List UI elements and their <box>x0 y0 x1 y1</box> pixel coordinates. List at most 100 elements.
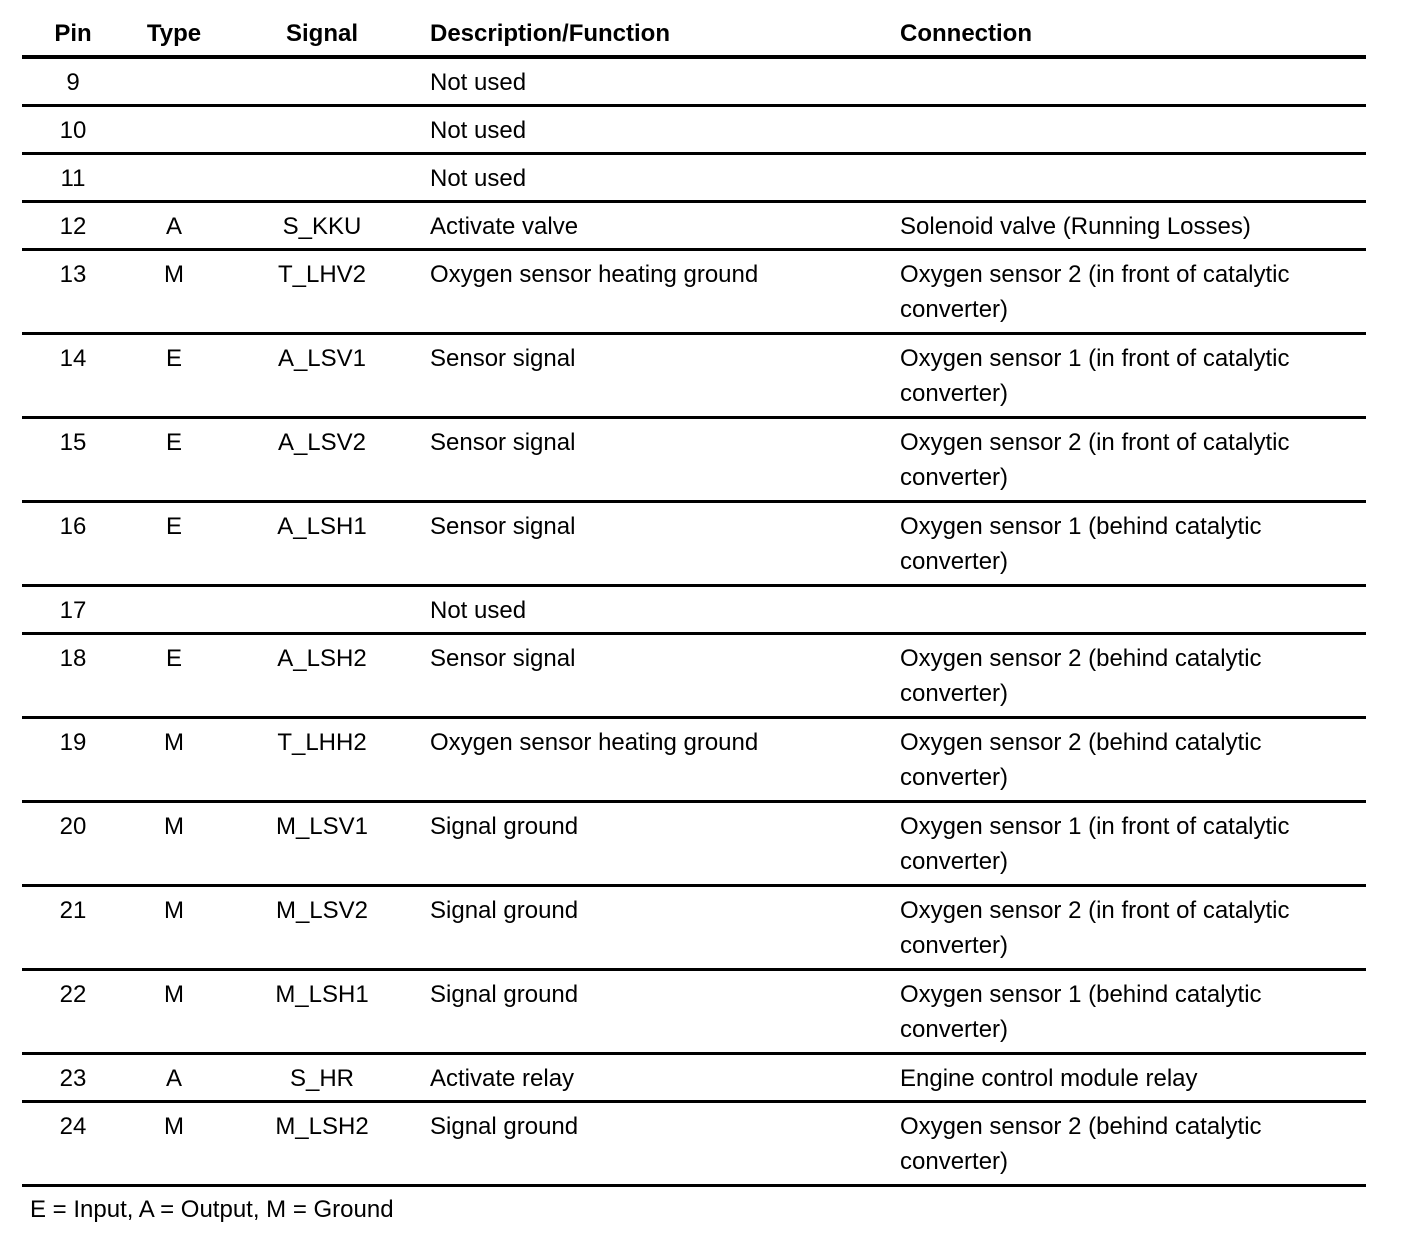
cell-signal: A_LSH2 <box>277 645 367 672</box>
table-row: 9 Not used <box>22 59 1366 107</box>
table-row: 15 E A_LSV2 Sensor signal Oxygen sensor 2 (i… <box>22 419 1366 503</box>
cell-pin: 24 <box>59 1113 87 1140</box>
cell-pin: 17 <box>59 597 87 624</box>
cell-type: E <box>165 345 182 372</box>
cell-signal <box>224 59 420 104</box>
table-header: Pin Type Signal Description/Function Con… <box>22 12 1366 59</box>
cell-connection <box>894 587 1366 632</box>
cell-connection <box>894 155 1366 200</box>
cell-pin: 21 <box>59 897 87 924</box>
cell-description: Sensor signal <box>430 345 576 372</box>
cell-connection: Oxygen sensor 2 (behind catalytic conver… <box>900 1113 1262 1175</box>
cell-signal: M_LSH1 <box>275 981 369 1008</box>
cell-type <box>124 107 224 152</box>
cell-pin: 16 <box>59 513 87 540</box>
cell-description: Oxygen sensor heating ground <box>430 729 759 756</box>
cell-description: Signal ground <box>430 981 579 1008</box>
table-row: 12 A S_KKU Activate valve Solenoid valve (Ru… <box>22 203 1366 251</box>
cell-type <box>124 59 224 104</box>
header-description: Description/Function <box>430 19 670 47</box>
table-row: 18 E A_LSH2 Sensor signal Oxygen sensor 2 (b… <box>22 635 1366 719</box>
cell-signal <box>224 107 420 152</box>
cell-pin: 18 <box>59 645 87 672</box>
cell-signal: S_KKU <box>282 213 362 240</box>
table-row: 20 M M_LSV1 Signal ground Oxygen sensor 1 (i… <box>22 803 1366 887</box>
table-row: 14 E A_LSV1 Sensor signal Oxygen sensor 1 (i… <box>22 335 1366 419</box>
cell-signal: A_LSV2 <box>277 429 367 456</box>
cell-connection: Oxygen sensor 2 (in front of catalytic c… <box>900 261 1290 323</box>
cell-pin: 10 <box>59 117 87 144</box>
cell-description: Sensor signal <box>430 645 576 672</box>
cell-connection: Oxygen sensor 1 (behind catalytic conver… <box>900 981 1262 1043</box>
cell-type: M <box>164 261 184 288</box>
cell-type: M <box>164 897 184 924</box>
cell-signal: M_LSH2 <box>275 1113 369 1140</box>
cell-description: Signal ground <box>430 1113 579 1140</box>
cell-type: E <box>165 429 182 456</box>
cell-description: Activate relay <box>430 1065 575 1092</box>
cell-connection: Oxygen sensor 2 (in front of catalytic c… <box>900 897 1290 959</box>
cell-description: Not used <box>430 117 527 144</box>
cell-pin: 11 <box>60 165 86 192</box>
header-connection: Connection <box>900 19 1032 47</box>
cell-type <box>124 587 224 632</box>
cell-type: M <box>164 1113 184 1140</box>
cell-description: Not used <box>430 597 527 624</box>
cell-signal: T_LHV2 <box>277 261 367 288</box>
cell-connection: Oxygen sensor 2 (behind catalytic conver… <box>900 645 1262 707</box>
cell-pin: 15 <box>59 429 87 456</box>
cell-signal <box>224 155 420 200</box>
cell-type: M <box>164 729 184 756</box>
cell-signal: M_LSV1 <box>275 813 369 840</box>
cell-pin: 23 <box>59 1065 87 1092</box>
table-row: 23 A S_HR Activate relay Engine control modu… <box>22 1055 1366 1103</box>
table-body: 9 Not used 10 Not used 11 Not used 12 A S_KKU Act… <box>22 59 1366 1187</box>
table-row: 22 M M_LSH1 Signal ground Oxygen sensor 1 (b… <box>22 971 1366 1055</box>
cell-signal <box>224 587 420 632</box>
header-signal: Signal <box>285 19 358 47</box>
table-row: 24 M M_LSH2 Signal ground Oxygen sensor 2 (b… <box>22 1103 1366 1187</box>
cell-connection: Oxygen sensor 1 (behind catalytic conver… <box>900 513 1262 575</box>
cell-pin: 19 <box>59 729 87 756</box>
cell-pin: 22 <box>59 981 87 1008</box>
cell-description: Not used <box>430 165 527 192</box>
cell-pin: 13 <box>59 261 87 288</box>
table-row: 13 M T_LHV2 Oxygen sensor heating ground Oxy… <box>22 251 1366 335</box>
cell-connection: Solenoid valve (Running Losses) <box>900 213 1251 240</box>
cell-connection: Oxygen sensor 2 (in front of catalytic c… <box>900 429 1290 491</box>
cell-type: E <box>165 513 182 540</box>
type-legend: E = Input, A = Output, M = Ground <box>30 1196 394 1223</box>
cell-description: Signal ground <box>430 813 579 840</box>
cell-pin: 9 <box>66 69 80 96</box>
cell-type: A <box>165 1065 182 1092</box>
cell-signal: A_LSH1 <box>277 513 367 540</box>
cell-pin: 14 <box>59 345 87 372</box>
cell-connection: Engine control module relay <box>900 1065 1198 1092</box>
table-row: 10 Not used <box>22 107 1366 155</box>
table-row: 17 Not used <box>22 587 1366 635</box>
cell-pin: 20 <box>59 813 87 840</box>
table-row: 16 E A_LSH1 Sensor signal Oxygen sensor 1 (b… <box>22 503 1366 587</box>
cell-description: Sensor signal <box>430 429 576 456</box>
cell-description: Activate valve <box>430 213 579 240</box>
cell-signal: M_LSV2 <box>275 897 369 924</box>
table-row: 19 M T_LHH2 Oxygen sensor heating ground Oxy… <box>22 719 1366 803</box>
cell-type: M <box>164 813 184 840</box>
cell-connection: Oxygen sensor 2 (behind catalytic conver… <box>900 729 1262 791</box>
cell-signal: T_LHH2 <box>277 729 367 756</box>
cell-signal: A_LSV1 <box>277 345 367 372</box>
cell-signal: S_HR <box>289 1065 355 1092</box>
cell-description: Oxygen sensor heating ground <box>430 261 759 288</box>
table-row: 21 M M_LSV2 Signal ground Oxygen sensor 2 (i… <box>22 887 1366 971</box>
cell-description: Signal ground <box>430 897 579 924</box>
cell-type <box>124 155 224 200</box>
cell-connection: Oxygen sensor 1 (in front of catalytic c… <box>900 813 1290 875</box>
cell-type: E <box>165 645 182 672</box>
header-type: Type <box>146 19 202 47</box>
pin-assignment-table: Pin Type Signal Description/Function Con… <box>22 12 1366 1187</box>
cell-connection <box>894 107 1366 152</box>
cell-description: Not used <box>430 69 527 96</box>
cell-description: Sensor signal <box>430 513 576 540</box>
cell-type: A <box>165 213 182 240</box>
table-row: 11 Not used <box>22 155 1366 203</box>
